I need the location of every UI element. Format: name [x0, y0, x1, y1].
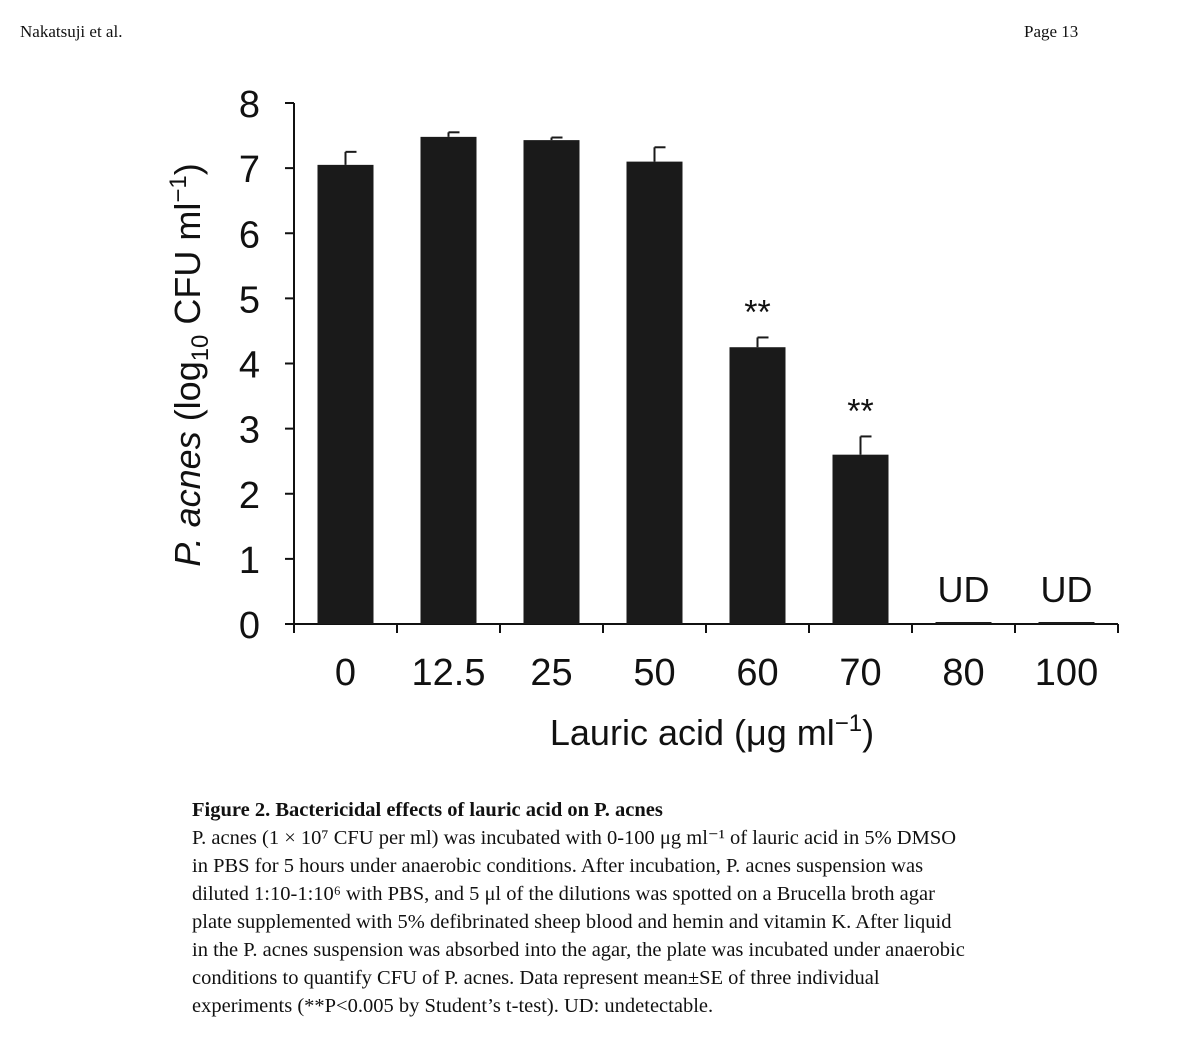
y-tick-label: 4 — [239, 345, 260, 387]
y-axis-title-part: CFU ml — [167, 203, 208, 335]
x-tick-label: 0 — [335, 652, 356, 694]
y-tick-label: 3 — [239, 410, 260, 452]
significance-marker: ** — [744, 293, 770, 331]
y-tick-label: 5 — [239, 279, 260, 321]
y-axis-title-part: ) — [167, 163, 208, 175]
undetectable-label: UD — [1041, 569, 1093, 610]
y-axis-title-group: P. acnes (log10 CFU ml−1) — [165, 163, 214, 567]
x-tick-label: 80 — [942, 652, 984, 694]
caption-line: conditions to quantify CFU of P. acnes. … — [192, 967, 880, 989]
running-header-author: Nakatsuji et al. — [20, 22, 123, 41]
caption-line: in the P. acnes suspension was absorbed … — [192, 939, 965, 961]
undetectable-label: UD — [938, 569, 990, 610]
caption-body: P. acnes (1 × 10⁷ CFU per ml) was incuba… — [192, 824, 1092, 1020]
caption-line: diluted 1:10-1:10⁶ with PBS, and 5 μl of… — [192, 883, 935, 905]
x-tick-label: 70 — [839, 652, 881, 694]
x-tick-label: 12.5 — [412, 652, 486, 694]
x-tick-label: 50 — [633, 652, 675, 694]
x-axis-title-part: ) — [862, 712, 874, 753]
y-tick-label: 8 — [239, 84, 260, 126]
caption-line: plate supplemented with 5% defibrinated … — [192, 911, 952, 933]
x-axis-title: Lauric acid (μg ml−1) — [550, 710, 874, 753]
y-tick-label: 7 — [239, 149, 260, 191]
caption-line: P. acnes (1 × 10⁷ CFU per ml) was incuba… — [192, 827, 957, 849]
caption-title: Figure 2. Bactericidal effects of lauric… — [192, 799, 663, 821]
significance-marker: ** — [847, 392, 873, 430]
bar — [317, 164, 374, 624]
caption-line: in PBS for 5 hours under anaerobic condi… — [192, 855, 924, 877]
y-axis-title: P. acnes (log10 CFU ml−1) — [165, 163, 214, 567]
x-tick-label: 100 — [1035, 652, 1098, 694]
y-axis-title-part: (log — [167, 361, 208, 431]
figure-caption: Figure 2. Bactericidal effects of lauric… — [192, 796, 1092, 1020]
bar — [729, 347, 786, 624]
x-tick-label: 60 — [736, 652, 778, 694]
y-axis-title-sup: −1 — [165, 175, 192, 202]
y-tick-label: 6 — [239, 214, 260, 256]
bar — [626, 161, 683, 625]
page-number: Page 13 — [1024, 22, 1079, 41]
y-axis-title-italic: P. acnes — [167, 431, 208, 566]
bar — [935, 622, 992, 624]
x-axis-title-part: Lauric acid (μg ml — [550, 712, 835, 753]
x-axis-title-sup: −1 — [835, 710, 862, 737]
x-tick-label: 25 — [530, 652, 572, 694]
bar — [420, 136, 477, 625]
caption-line: experiments (**P<0.005 by Student’s t-te… — [192, 995, 714, 1017]
y-tick-label: 0 — [239, 605, 260, 647]
bar — [1038, 622, 1095, 624]
y-axis-title-sub: 10 — [187, 335, 214, 362]
y-tick-label: 1 — [239, 540, 260, 582]
y-tick-label: 2 — [239, 475, 260, 517]
bar — [523, 140, 580, 624]
bar — [832, 454, 889, 624]
